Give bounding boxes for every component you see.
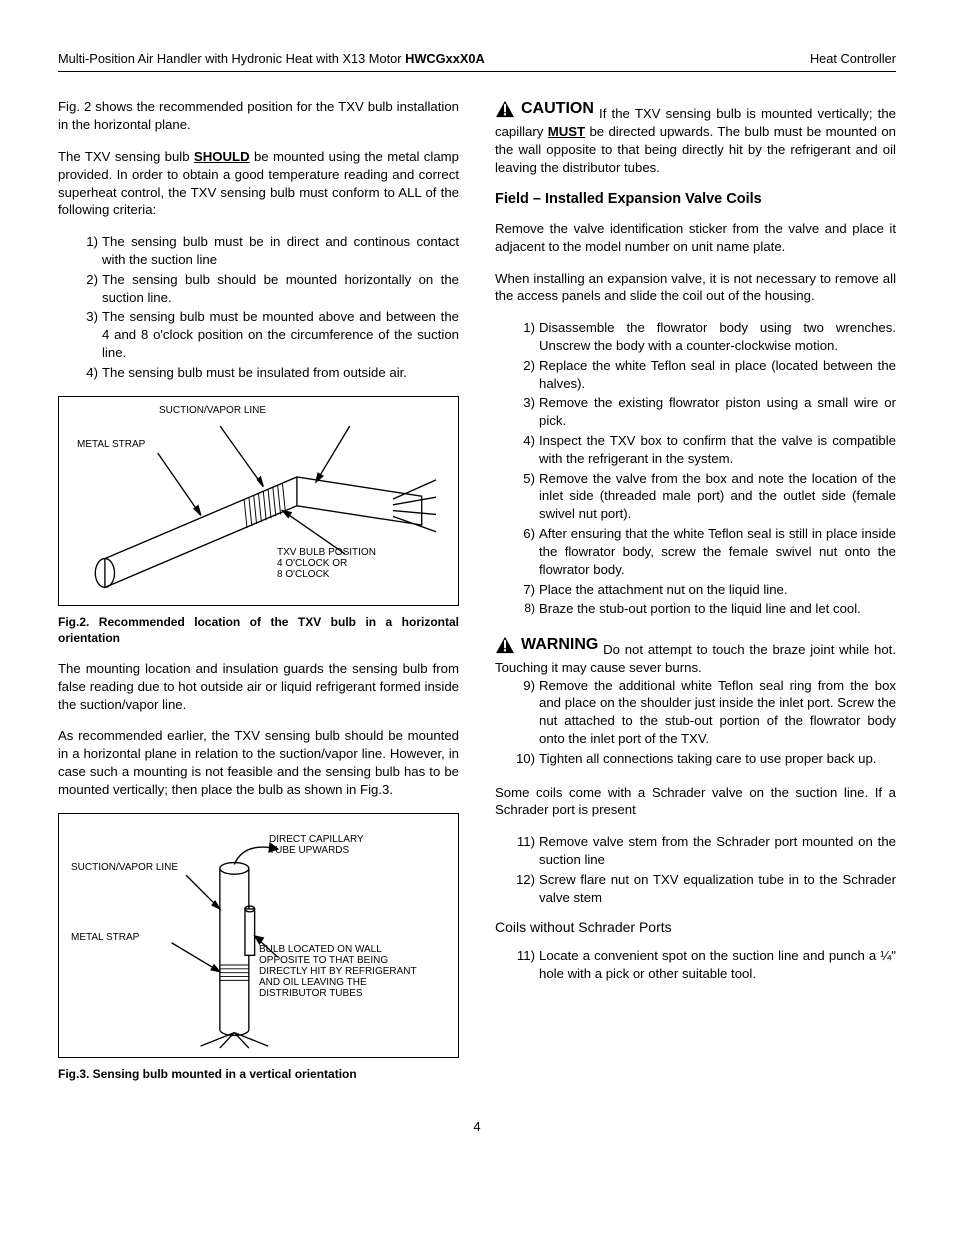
content-columns: Fig. 2 shows the recommended position fo… xyxy=(58,98,896,1096)
page-header: Multi-Position Air Handler with Hydronic… xyxy=(58,50,896,71)
list-item-text: Remove the existing flowrator piston usi… xyxy=(539,395,896,428)
list-item-text: Disassemble the flowrator body using two… xyxy=(539,320,896,353)
caution-block: CAUTION If the TXV sensing bulb is mount… xyxy=(495,98,896,176)
list-item-text: The sensing bulb must be mounted above a… xyxy=(102,309,459,360)
left-p4: As recommended earlier, the TXV sensing … xyxy=(58,727,459,798)
fig2-pos-line: TXV BULB POSITION xyxy=(277,547,376,558)
left-p1: Fig. 2 shows the recommended position fo… xyxy=(58,98,459,134)
fig3-label-cap: DIRECT CAPILLARY TUBE UPWARDS xyxy=(269,834,364,856)
list-item: 12)Screw flare nut on TXV equalization t… xyxy=(539,871,896,907)
fig3-label-bulb: BULB LOCATED ON WALL OPPOSITE TO THAT BE… xyxy=(259,944,417,999)
fig3-bulb-line: AND OIL LEAVING THE xyxy=(259,977,417,988)
list-item: 10)Tighten all connections taking care t… xyxy=(539,750,896,768)
left-p2a: The TXV sensing bulb xyxy=(58,149,194,164)
left-p2-should: SHOULD xyxy=(194,149,250,164)
fig3-bulb-line: DISTRIBUTOR TUBES xyxy=(259,988,417,999)
fig2-label-suction: SUCTION/VAPOR LINE xyxy=(159,405,266,416)
list-item: 1)The sensing bulb must be in direct and… xyxy=(102,233,459,269)
left-p3: The mounting location and insulation gua… xyxy=(58,660,459,713)
warning-label: WARNING xyxy=(521,634,598,656)
fig3-cap-line: DIRECT CAPILLARY xyxy=(269,834,364,845)
fig3-bulb-line: DIRECTLY HIT BY REFRIGERANT xyxy=(259,966,417,977)
right-list-2: 9)Remove the additional white Teflon sea… xyxy=(495,677,896,768)
section-heading: Field – Installed Expansion Valve Coils xyxy=(495,190,896,210)
fig2-pos-line: 4 O'CLOCK OR xyxy=(277,558,376,569)
right-p3: Some coils come with a Schrader valve on… xyxy=(495,784,896,820)
header-left-plain: Multi-Position Air Handler with Hydronic… xyxy=(58,51,405,66)
list-item: 1)Disassemble the flowrator body using t… xyxy=(539,319,896,355)
list-item: 2)The sensing bulb should be mounted hor… xyxy=(102,271,459,307)
list-item-text: Remove the additional white Teflon seal … xyxy=(539,678,896,746)
right-p2: When installing an expansion valve, it i… xyxy=(495,270,896,306)
fig2-pos-line: 8 O'CLOCK xyxy=(277,569,376,580)
list-item-text: The sensing bulb must be insulated from … xyxy=(102,365,407,380)
list-item-text: The sensing bulb should be mounted horiz… xyxy=(102,272,459,305)
right-list-3: 11)Remove valve stem from the Schrader p… xyxy=(495,833,896,906)
list-item: 7)Place the attachment nut on the liquid… xyxy=(539,581,896,599)
figure-2-svg xyxy=(69,405,448,597)
list-item: 4)Inspect the TXV box to confirm that th… xyxy=(539,432,896,468)
list-item: 5)Remove the valve from the box and note… xyxy=(539,470,896,523)
list-item: 8)Braze the stub-out portion to the liqu… xyxy=(539,600,896,618)
list-item-text: Remove valve stem from the Schrader port… xyxy=(539,834,896,867)
header-divider xyxy=(58,71,896,72)
list-item-text: The sensing bulb must be in direct and c… xyxy=(102,234,459,267)
fig3-bulb-line: OPPOSITE TO THAT BEING xyxy=(259,955,417,966)
fig3-label-suction: SUCTION/VAPOR LINE xyxy=(71,862,178,873)
right-column: CAUTION If the TXV sensing bulb is mount… xyxy=(495,98,896,1096)
list-item-text: Place the attachment nut on the liquid l… xyxy=(539,582,788,597)
list-item: 2)Replace the white Teflon seal in place… xyxy=(539,357,896,393)
list-item: 3)The sensing bulb must be mounted above… xyxy=(102,308,459,361)
list-item-text: Tighten all connections taking care to u… xyxy=(539,751,876,766)
list-item: 9)Remove the additional white Teflon sea… xyxy=(539,677,896,748)
fig2-label-pos: TXV BULB POSITION 4 O'CLOCK OR 8 O'CLOCK xyxy=(277,547,376,580)
warning-block: WARNING Do not attempt to touch the braz… xyxy=(495,634,896,676)
figure-3-box: DIRECT CAPILLARY TUBE UPWARDS SUCTION/VA… xyxy=(58,813,459,1058)
fig3-label-strap: METAL STRAP xyxy=(71,932,139,943)
header-left: Multi-Position Air Handler with Hydronic… xyxy=(58,50,485,67)
list-item: 4)The sensing bulb must be insulated fro… xyxy=(102,364,459,382)
list-item-text: Inspect the TXV box to confirm that the … xyxy=(539,433,896,466)
sub-heading: Coils without Schrader Ports xyxy=(495,918,896,937)
list-item-text: Replace the white Teflon seal in place (… xyxy=(539,358,896,391)
warning-triangle-icon xyxy=(495,636,515,654)
left-list-1: 1)The sensing bulb must be in direct and… xyxy=(58,233,459,382)
list-item-text: Screw flare nut on TXV equalization tube… xyxy=(539,872,896,905)
caution-must: MUST xyxy=(548,124,585,139)
figure-2-caption: Fig.2. Recommended location of the TXV b… xyxy=(58,614,459,646)
fig2-label-strap: METAL STRAP xyxy=(77,439,145,450)
caution-head: CAUTION xyxy=(495,98,594,120)
list-item: 6)After ensuring that the white Teflon s… xyxy=(539,525,896,578)
left-column: Fig. 2 shows the recommended position fo… xyxy=(58,98,459,1096)
left-p2: The TXV sensing bulb SHOULD be mounted u… xyxy=(58,148,459,219)
page-number: 4 xyxy=(58,1118,896,1136)
warning-triangle-icon xyxy=(495,100,515,118)
caution-label: CAUTION xyxy=(521,98,594,120)
list-item: 3)Remove the existing flowrator piston u… xyxy=(539,394,896,430)
list-item-text: Remove the valve from the box and note t… xyxy=(539,471,896,522)
right-p1: Remove the valve identification sticker … xyxy=(495,220,896,256)
list-item: 11)Locate a convenient spot on the sucti… xyxy=(539,947,896,983)
right-list-4: 11)Locate a convenient spot on the sucti… xyxy=(495,947,896,983)
header-right: Heat Controller xyxy=(810,50,896,67)
figure-3-caption: Fig.3. Sensing bulb mounted in a vertica… xyxy=(58,1066,459,1082)
right-list-1: 1)Disassemble the flowrator body using t… xyxy=(495,319,896,618)
warning-head: WARNING xyxy=(495,634,598,656)
list-item: 11)Remove valve stem from the Schrader p… xyxy=(539,833,896,869)
header-left-bold: HWCGxxX0A xyxy=(405,51,485,66)
list-item-text: Locate a convenient spot on the suction … xyxy=(539,948,896,981)
list-item-text: Braze the stub-out portion to the liquid… xyxy=(539,601,861,616)
list-item-text: After ensuring that the white Teflon sea… xyxy=(539,526,896,577)
figure-2-box: SUCTION/VAPOR LINE METAL STRAP TXV BULB … xyxy=(58,396,459,606)
fig3-bulb-line: BULB LOCATED ON WALL xyxy=(259,944,417,955)
fig3-cap-line: TUBE UPWARDS xyxy=(269,845,364,856)
